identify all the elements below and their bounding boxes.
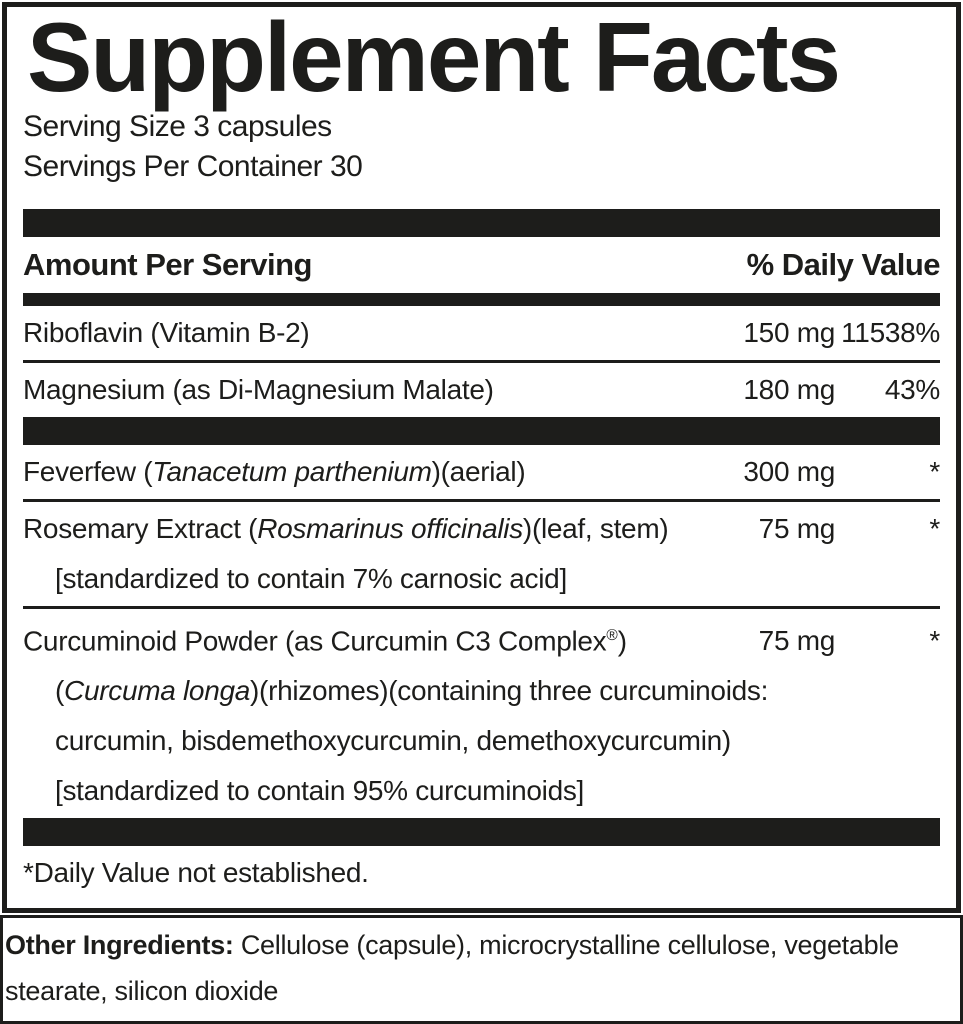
registered-mark: ® — [606, 627, 618, 644]
row-divider — [23, 360, 940, 363]
text-segment: Magnesium (as Di-Magnesium Malate) — [23, 374, 494, 405]
ingredient-subline: curcumin, bisdemethoxycurcumin, demethox… — [23, 716, 940, 766]
ingredient-subline: [standardized to contain 7% carnosic aci… — [23, 554, 940, 604]
ingredient-name: Magnesium (as Di-Magnesium Malate) — [23, 365, 715, 415]
supplement-facts-panel: Supplement Facts Serving Size 3 capsules… — [2, 2, 961, 913]
amount-value: 75 mg — [758, 513, 836, 544]
ingredient-row: Feverfew (Tanacetum parthenium)(aerial) 3… — [23, 445, 940, 499]
daily-value: * — [929, 456, 940, 487]
daily-value: 11538% — [841, 317, 940, 348]
daily-value: * — [929, 625, 940, 657]
text-segment: )(leaf, stem) — [522, 513, 669, 544]
daily-value: 43% — [884, 374, 940, 405]
text-segment: ( — [55, 675, 65, 707]
text-segment: [standardized to contain 7% carnosic aci… — [55, 563, 567, 594]
amount-value: 180 mg — [743, 374, 835, 405]
botanical-name: Tanacetum parthenium — [152, 456, 432, 487]
ingredient-row: Rosemary Extract (Rosmarinus officinalis… — [23, 502, 940, 606]
column-header-row: Amount Per Serving % Daily Value — [23, 237, 941, 293]
text-segment: curcumin, bisdemethoxycurcumin, demethox… — [55, 725, 731, 757]
ingredient-row-main-line: Curcuminoid Powder (as Curcumin C3 Compl… — [23, 611, 940, 666]
ingredient-subline: (Curcuma longa)(rhizomes)(containing thr… — [23, 666, 940, 716]
other-ingredients-label: Other Ingredients: — [5, 930, 234, 960]
separator-bar-top — [23, 209, 940, 237]
daily-value-footnote: *Daily Value not established. — [23, 857, 369, 889]
ingredient-row-main-line: Magnesium (as Di-Magnesium Malate) 180 mg… — [23, 365, 940, 415]
text-segment: Feverfew ( — [23, 456, 153, 487]
amount-value: 300 mg — [743, 456, 835, 487]
text-segment: )(aerial) — [431, 456, 526, 487]
other-ingredients-text: Cellulose (capsule), microcrystalline ce… — [5, 930, 899, 1006]
ingredient-subline: [standardized to contain 95% curcuminoid… — [23, 766, 940, 816]
botanical-name: Rosmarinus officinalis — [257, 513, 523, 544]
ingredient-name: Feverfew (Tanacetum parthenium)(aerial) — [23, 447, 715, 497]
separator-bar-section — [23, 818, 940, 847]
separator-bar-section — [23, 417, 940, 445]
servings-per-container: Servings Per Container 30 — [23, 150, 363, 183]
daily-value-header: % Daily Value — [746, 247, 941, 282]
text-segment: Riboflavin (Vitamin B-2) — [23, 317, 310, 348]
text-segment: [standardized to contain 95% curcuminoid… — [55, 775, 585, 807]
ingredient-row-main-line: Rosemary Extract (Rosmarinus officinalis… — [23, 504, 940, 554]
ingredient-row: Riboflavin (Vitamin B-2) 150 mg 11538% — [23, 306, 940, 360]
amount-value: 150 mg — [743, 317, 835, 348]
row-divider — [23, 606, 940, 609]
daily-value: * — [929, 513, 940, 544]
other-ingredients-box: Other Ingredients: Cellulose (capsule), … — [0, 915, 963, 1024]
amount-per-serving-header: Amount Per Serving — [23, 247, 313, 282]
panel-title: Supplement Facts — [27, 2, 841, 112]
separator-bar-header — [23, 293, 940, 306]
ingredient-row: Curcuminoid Powder (as Curcumin C3 Compl… — [23, 609, 940, 818]
serving-size: Serving Size 3 capsules — [23, 110, 332, 143]
ingredient-name: Riboflavin (Vitamin B-2) — [23, 308, 715, 358]
ingredient-row-main-line: Riboflavin (Vitamin B-2) 150 mg 11538% — [23, 308, 940, 358]
ingredient-row: Magnesium (as Di-Magnesium Malate) 180 mg… — [23, 363, 940, 417]
ingredient-row-main-line: Feverfew (Tanacetum parthenium)(aerial) 3… — [23, 447, 940, 497]
row-divider — [23, 499, 940, 502]
amount-value: 75 mg — [758, 625, 836, 657]
text-segment: ) — [617, 625, 627, 657]
nutrient-rows: Riboflavin (Vitamin B-2) 150 mg 11538% Magn… — [23, 306, 940, 847]
botanical-name: Curcuma longa — [64, 675, 251, 707]
ingredient-name: Curcuminoid Powder (as Curcumin C3 Compl… — [23, 611, 715, 666]
text-segment: )(rhizomes)(containing three curcuminoid… — [250, 675, 769, 707]
text-segment: Curcuminoid Powder (as Curcumin C3 Compl… — [23, 625, 607, 657]
ingredient-name: Rosemary Extract (Rosmarinus officinalis… — [23, 504, 715, 554]
text-segment: Rosemary Extract ( — [23, 513, 258, 544]
